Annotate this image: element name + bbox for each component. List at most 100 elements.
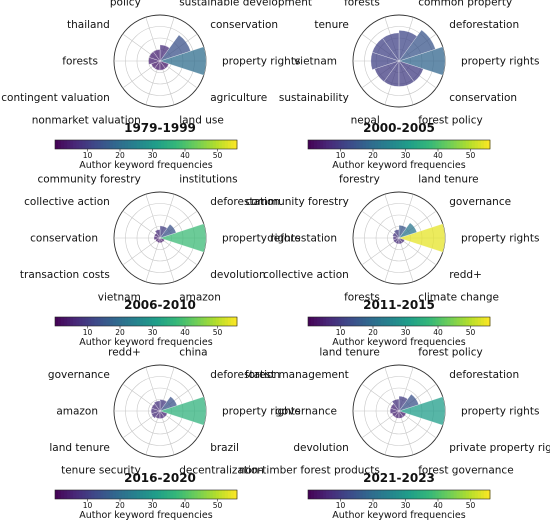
colorbar-segment [423,140,427,149]
colorbar-segment [483,490,488,499]
colorbar-segment [389,140,394,149]
colorbar-segment [85,140,89,149]
category-label: china [179,347,207,359]
colorbar-segment [76,317,80,326]
colorbar-segment [203,140,208,149]
colorbar-segment [136,490,141,499]
colorbar-segment [450,317,454,326]
category-label: property rights [461,56,539,68]
colorbar-segment [179,140,183,149]
polar-spoke [398,410,414,455]
colorbar-tick-label: 50 [466,151,476,160]
category-label: deforestation [449,369,519,381]
category-label: property rights [222,56,300,68]
colorbar-segment [197,490,201,499]
colorbar-segment [432,140,436,149]
colorbar-segment [444,140,448,149]
colorbar-segment [402,490,406,499]
colorbar-segment [317,317,321,326]
colorbar-segment [362,490,367,499]
colorbar-segment [480,490,485,499]
colorbar-segment [152,490,156,499]
colorbar-segment [395,140,400,149]
colorbar-segment [399,490,403,499]
colorbar-segment [317,140,321,149]
colorbar-segment [218,140,223,149]
colorbar-segment [374,140,379,149]
category-label: deforestation [210,196,280,208]
colorbar-segment [191,317,195,326]
wedge-forests [148,57,161,65]
category-label: property rights [461,233,539,245]
colorbar-segment [395,317,400,326]
colorbar-segment [79,140,83,149]
colorbar-segment [209,317,214,326]
category-label: forests [62,56,98,68]
wedge-redd- [398,237,405,244]
colorbar-segment [136,317,141,326]
category-label: deforestation [210,369,280,381]
polar-panel-6: property rights deforestation forest polic… [239,347,550,522]
colorbar-segment [200,140,205,149]
colorbar-segment [435,490,439,499]
colorbar-segment [194,140,198,149]
colorbar-segment [70,140,74,149]
wedge-conservation [153,235,161,241]
colorbar-segment [471,140,476,149]
colorbar-segment [414,317,418,326]
colorbar-segment [158,317,162,326]
colorbar-segment [314,317,318,326]
colorbar-segment [197,140,201,149]
colorbar-segment [450,140,454,149]
colorbar-segment [121,140,126,149]
colorbar-segment [176,490,180,499]
colorbar-segment [462,490,467,499]
colorbar-segment [127,490,132,499]
wedge-property-rights [159,396,207,426]
colorbar-segment [94,490,98,499]
category-label: agriculture [210,92,267,104]
category-label: contingent valuation [1,92,110,104]
colorbar-segment [188,490,192,499]
colorbar-segment [417,317,421,326]
colorbar-segment [459,317,464,326]
category-label: tenure [314,19,348,31]
colorbar-segment [471,490,476,499]
wedge-private-property-rights [398,410,407,418]
colorbar-segment [414,140,418,149]
colorbar-segment [182,490,186,499]
panel-title: 2021-2023 [363,471,435,485]
category-label: devolution [293,442,348,454]
category-label: forest governance [418,465,513,477]
colorbar-segment [383,140,388,149]
colorbar-segment [106,317,110,326]
wedge-community-forestry [392,232,400,239]
colorbar-segment [320,317,324,326]
colorbar-segment [326,140,330,149]
colorbar-segment [118,140,123,149]
colorbar-frame [54,489,238,500]
colorbar-tick-label: 10 [336,328,346,337]
category-label: conservation [30,233,98,245]
colorbar-segment [447,317,451,326]
polar-spoke [159,237,175,282]
panel-title: 1979-1999 [124,121,196,135]
polar-spoke [398,237,437,266]
colorbar-segment [429,490,433,499]
colorbar-segment [444,490,448,499]
colorbar-segment [441,140,445,149]
wedge-common-property [398,30,418,62]
colorbar-segment [124,140,129,149]
colorbar-segment [383,490,388,499]
colorbar-segment [474,490,479,499]
category-label: climate change [418,292,499,304]
colorbar-segment [149,317,153,326]
polar-panel-4: property rights governance land tenure fore… [245,174,539,349]
colorbar-segment [112,490,117,499]
wedge-agriculture [159,60,169,69]
wedge-brazil [159,410,168,418]
colorbar-segment [480,317,485,326]
colorbar-segment [230,317,235,326]
colorbar-segment [477,140,482,149]
